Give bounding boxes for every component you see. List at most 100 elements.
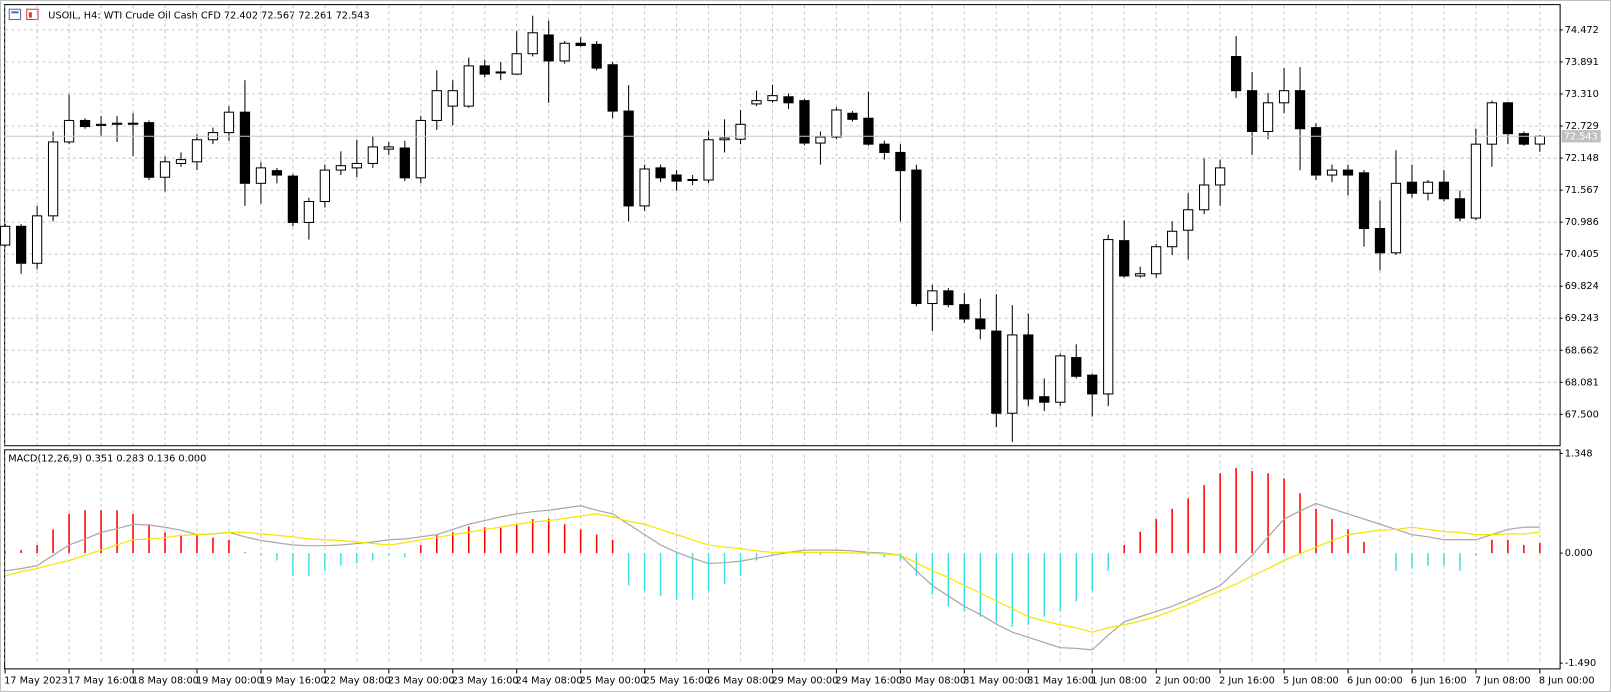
candle-body: [719, 137, 730, 141]
x-tick-label: 30 May 08:00: [899, 676, 966, 687]
y-tick-label: 70.405: [1565, 249, 1599, 260]
candle-body: [639, 168, 650, 207]
macd-line: [5, 502, 1540, 651]
x-tick-label: 25 May 00:00: [580, 676, 647, 687]
candle-body: [1262, 102, 1274, 132]
candle-body: [1502, 102, 1514, 135]
x-tick-label: 17 May 16:00: [68, 676, 135, 687]
candle-body: [463, 65, 474, 107]
x-tick-label: 31 May 16:00: [1027, 676, 1094, 687]
candle-body: [1214, 167, 1226, 186]
candle-body: [1518, 133, 1530, 145]
candle-body: [591, 43, 602, 69]
candle-body: [1390, 182, 1402, 254]
candle-body: [1454, 198, 1466, 219]
candle-body: [351, 162, 362, 169]
x-tick-label: 17 May 2023: [4, 676, 68, 687]
candle-body: [815, 136, 826, 144]
candle-body: [799, 100, 810, 144]
candle-body: [1071, 357, 1082, 377]
last-price-box: [1561, 130, 1601, 143]
candle-body: [271, 170, 283, 176]
candle-body: [911, 169, 922, 305]
candle-body: [367, 146, 378, 164]
candle-body: [879, 143, 890, 153]
candle-body: [1007, 334, 1018, 414]
last-price-label: 72.543: [1564, 131, 1598, 142]
candle-body: [255, 167, 267, 184]
x-tick-label: 2 Jun 00:00: [1155, 676, 1211, 687]
candle-body: [703, 139, 714, 181]
x-tick-label: 26 May 08:00: [708, 676, 775, 687]
chart-title: USOIL, H4: WTI Crude Oil Cash CFD 72.402…: [48, 10, 369, 21]
x-tick-label: 29 May 16:00: [835, 676, 902, 687]
candle-body: [927, 290, 938, 305]
x-tick-label: 18 May 08:00: [132, 676, 199, 687]
x-tick-label: 25 May 16:00: [644, 676, 711, 687]
x-tick-label: 2 Jun 16:00: [1219, 676, 1275, 687]
candle-body: [191, 139, 203, 163]
candle-body: [751, 100, 762, 105]
candle-body: [527, 32, 538, 55]
candle-body: [1326, 169, 1338, 176]
x-tick-label: 23 May 16:00: [452, 676, 519, 687]
candle-body: [1087, 374, 1098, 395]
candle-body: [1438, 181, 1450, 200]
candle-body: [1294, 90, 1306, 130]
candle-body: [1246, 90, 1258, 132]
candle-body: [607, 64, 618, 112]
candle-body: [559, 42, 570, 62]
candle-body: [831, 109, 842, 138]
candle-body: [335, 165, 347, 171]
candle-body: [1534, 135, 1545, 145]
candle-body: [1103, 239, 1114, 395]
x-tick-label: 29 May 00:00: [771, 676, 838, 687]
candle-body: [1119, 240, 1130, 277]
indicator-title: MACD(12,26,9) 0.351 0.283 0.136 0.000: [8, 454, 206, 465]
candle-body: [127, 122, 139, 125]
y-tick-label: 72.729: [1565, 121, 1599, 132]
icon: [8, 8, 22, 21]
x-tick-label: 23 May 00:00: [388, 676, 455, 687]
candle-body: [1486, 102, 1498, 145]
candle-body: [143, 122, 155, 178]
candle-body: [623, 110, 634, 207]
y-tick-label: 68.081: [1565, 377, 1599, 388]
candle-body: [1135, 273, 1146, 277]
candle-body: [95, 123, 107, 126]
candle-body: [0, 225, 11, 246]
x-tick-label: 5 Jun 08:00: [1283, 676, 1339, 687]
candle-body: [847, 112, 858, 120]
candle-body: [31, 215, 43, 264]
x-tick-label: 1 Jun 08:00: [1091, 676, 1147, 687]
candle-body: [1358, 172, 1370, 230]
y-tick-label: 0.000: [1565, 548, 1593, 559]
candle-body: [1230, 55, 1242, 92]
candle-body: [111, 122, 123, 125]
candle-body: [431, 90, 442, 121]
candle-body: [767, 95, 778, 102]
candle-body: [1374, 228, 1386, 254]
candle-body: [1278, 90, 1290, 104]
candle-body: [1151, 246, 1162, 275]
x-tick-label: 6 Jun 00:00: [1347, 676, 1403, 687]
candle-body: [735, 123, 746, 140]
candle-body: [1422, 181, 1434, 194]
candle-body: [495, 71, 506, 74]
candle-body: [991, 330, 1002, 414]
x-tick-label: 6 Jun 16:00: [1411, 676, 1467, 687]
y-tick-label: 72.148: [1565, 153, 1599, 164]
candle-body: [975, 318, 986, 330]
candle-body: [655, 167, 666, 179]
x-tick-label: 22 May 08:00: [324, 676, 391, 687]
candle-body: [415, 119, 426, 179]
candle-body: [671, 174, 682, 182]
toolbar-icons: [8, 8, 39, 21]
candle-body: [1406, 181, 1418, 194]
candle-body: [1183, 209, 1194, 231]
candle-body: [575, 42, 586, 46]
candle-body: [303, 200, 315, 223]
x-tick-label: 19 May 16:00: [260, 676, 327, 687]
y-tick-label: 69.824: [1565, 281, 1599, 292]
